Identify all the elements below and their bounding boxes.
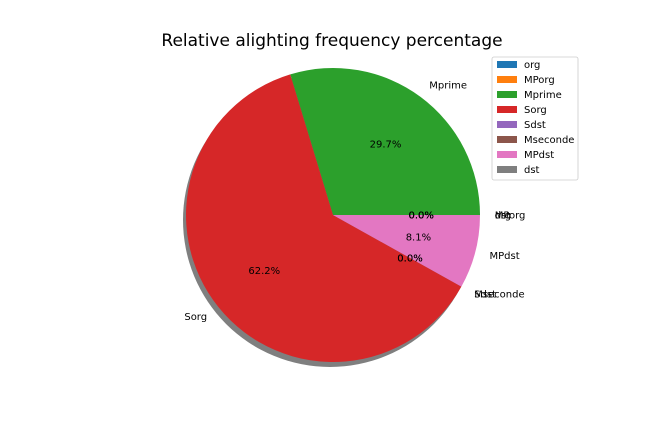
legend-label-sdst: Sdst (524, 120, 546, 131)
legend-swatch-org (497, 61, 517, 68)
pie-labels: org 0.0% MPorg 0.0% Mprime 29.7% Sorg 62.2% Sdst… (184, 81, 525, 323)
slice-label-org: org (495, 211, 511, 222)
pie-slice-mprime (290, 67, 480, 215)
legend-swatch-sdst (497, 121, 517, 128)
legend-label-sorg: Sorg (524, 105, 547, 116)
legend-swatch-sorg (497, 106, 517, 113)
slice-value-sdst: 0.0% (397, 254, 422, 265)
legend-swatch-mseconde (497, 136, 517, 143)
slice-value-dst: 0.0% (408, 211, 433, 222)
pie-slice-sorg (186, 74, 462, 362)
slice-label-mporg: MPorg (495, 211, 526, 222)
legend-label-mseconde: Mseconde (524, 135, 574, 146)
slice-label-mpdst: MPdst (490, 251, 520, 262)
slice-value-sorg: 62.2% (248, 266, 280, 277)
slice-label-sdst: Sdst (474, 289, 496, 300)
slice-label-mseconde: Mseconde (474, 289, 524, 300)
slice-value-mseconde: 0.0% (397, 254, 422, 265)
slice-label-sorg: Sorg (184, 312, 207, 323)
legend: org MPorg Mprime Sorg Sdst Mseconde MPdst dst (491, 56, 579, 181)
pie-slice-mpdst (333, 215, 480, 287)
legend-swatch-mporg (497, 76, 517, 83)
chart-title: Relative alighting frequency percentage (161, 31, 502, 51)
slice-value-org: 0.0% (408, 211, 433, 222)
legend-frame (491, 56, 579, 181)
slice-value-mpdst: 8.1% (406, 233, 431, 244)
legend-label-org: org (524, 60, 540, 71)
legend-label-dst: dst (524, 165, 540, 176)
legend-swatch-mpdst (497, 151, 517, 158)
legend-swatch-dst (497, 166, 517, 173)
pie-slices (186, 67, 480, 362)
slice-value-mporg: 0.0% (408, 211, 433, 222)
legend-label-mpdst: MPdst (524, 150, 554, 161)
legend-label-mporg: MPorg (524, 75, 555, 86)
slice-label-mprime: Mprime (429, 81, 467, 92)
legend-label-mprime: Mprime (524, 90, 562, 101)
slice-value-mprime: 29.7% (370, 140, 402, 151)
slice-label-dst: dst (495, 211, 511, 222)
legend-swatch-mprime (497, 91, 517, 98)
